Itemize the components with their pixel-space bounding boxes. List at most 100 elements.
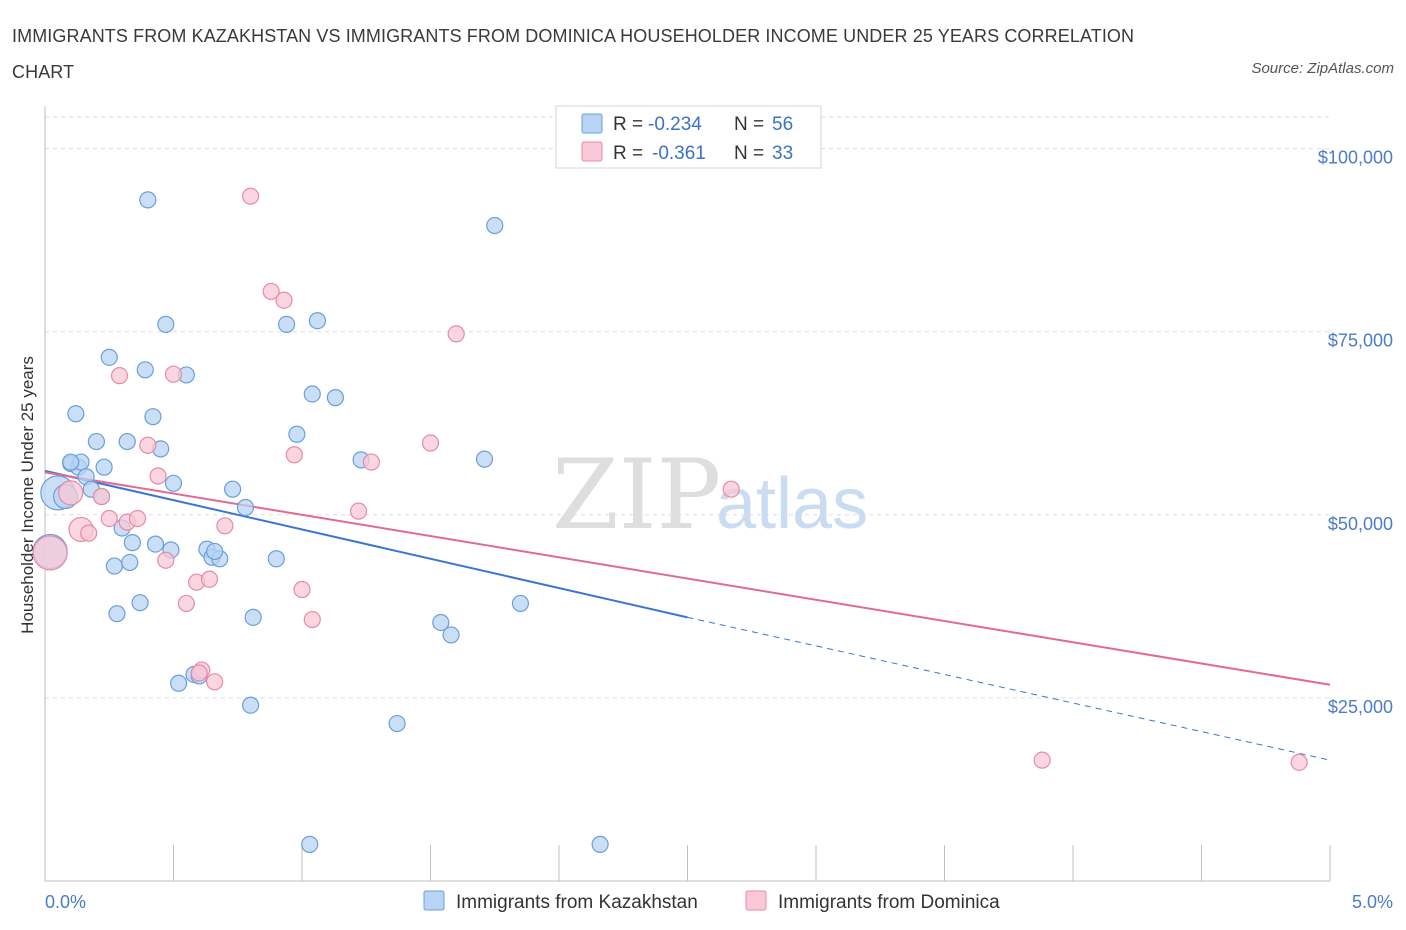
trend-line-kazakhstan-extension — [687, 616, 1331, 761]
kazakhstan-point-21 — [139, 191, 157, 209]
dominica-points — [32, 187, 1308, 771]
kazakhstan-point-22 — [144, 408, 162, 426]
kazakhstan-point-49 — [475, 450, 494, 468]
legend-n-value-dominica: 33 — [772, 143, 793, 164]
kazakhstan-point-18 — [123, 534, 141, 552]
dominica-point-25 — [349, 502, 368, 520]
legend-n-label-kazakhstan: N = — [734, 114, 764, 135]
series-swatch-dominica — [745, 890, 767, 911]
kazakhstan-point-52 — [301, 835, 319, 853]
kazakhstan-point-40 — [277, 315, 296, 333]
y-tick-labels: $25,000 $50,000 $75,000 $100,000 — [1318, 148, 1393, 717]
dominica-point-4 — [92, 487, 111, 506]
grid-lines — [45, 116, 1330, 699]
watermark-atlas: atlas — [716, 464, 868, 544]
dominica-point-9 — [139, 436, 157, 454]
kazakhstan-point-23 — [146, 535, 165, 553]
dominica-point-8 — [128, 509, 147, 528]
axes — [44, 106, 1331, 882]
series-legend: Immigrants from Kazakhstan Immigrants fr… — [423, 890, 1000, 913]
dominica-point-24 — [303, 610, 321, 629]
dominica-point-32 — [190, 664, 208, 682]
kazakhstan-point-17 — [121, 553, 139, 572]
series-label-dominica: Immigrants from Dominica — [778, 892, 1000, 913]
watermark-zip: ZIP — [552, 439, 721, 551]
legend-n-value-kazakhstan: 56 — [772, 114, 793, 135]
kazakhstan-point-14 — [108, 605, 126, 623]
y-tick-label-0: $25,000 — [1328, 697, 1393, 717]
chart-title: IMMIGRANTS FROM KAZAKHSTAN VS IMMIGRANTS… — [12, 26, 1135, 82]
trend-lines — [44, 469, 1331, 761]
kazakhstan-point-4 — [67, 405, 85, 423]
dominica-point-10 — [149, 467, 167, 485]
kazakhstan-point-27 — [164, 474, 183, 492]
dominica-point-18 — [216, 517, 234, 535]
kazakhstan-point-19 — [131, 594, 149, 612]
y-tick-label-3: $100,000 — [1318, 148, 1393, 168]
dominica-point-5 — [100, 509, 118, 528]
dominica-point-11 — [157, 551, 175, 569]
kazakhstan-point-51 — [511, 594, 530, 613]
legend-r-value-kazakhstan: -0.234 — [648, 114, 702, 135]
dominica-point-29 — [722, 480, 740, 498]
kazakhstan-point-53 — [591, 835, 609, 853]
y-tick-label-2: $75,000 — [1328, 331, 1393, 351]
legend-n-label-dominica: N = — [734, 143, 764, 164]
dominica-point-13 — [177, 594, 195, 613]
kazakhstan-point-36 — [236, 498, 255, 517]
trend-line-dominica — [44, 471, 1331, 686]
dominica-point-26 — [362, 453, 380, 471]
kazakhstan-point-37 — [242, 696, 260, 714]
kazakhstan-point-20 — [136, 361, 154, 379]
kazakhstan-point-50 — [486, 216, 504, 235]
kazakhstan-point-43 — [308, 312, 327, 330]
kazakhstan-point-38 — [244, 608, 262, 626]
correlation-legend: R = -0.234 N = 56 R = -0.361 N = 33 — [555, 105, 822, 169]
kazakhstan-point-44 — [326, 389, 345, 407]
x-tick-label-min: 0.0% — [45, 892, 86, 912]
series-label-kazakhstan: Immigrants from Kazakhstan — [456, 892, 698, 913]
dominica-point-31 — [1290, 753, 1308, 771]
kazakhstan-point-39 — [267, 550, 285, 568]
dominica-point-27 — [421, 434, 440, 452]
legend-r-label-kazakhstan: R = — [613, 114, 643, 135]
dominica-point-22 — [285, 446, 303, 464]
kazakhstan-point-11 — [95, 458, 113, 476]
kazakhstan-point-13 — [105, 557, 123, 575]
dominica-point-17 — [206, 673, 224, 691]
dominica-point-19 — [242, 187, 260, 205]
kazakhstan-point-16 — [118, 432, 136, 451]
kazakhstan-point-48 — [442, 626, 460, 644]
kazakhstan-point-9 — [87, 432, 106, 451]
kazakhstan-point-35 — [224, 480, 242, 498]
dominica-point-16 — [200, 570, 219, 588]
kazakhstan-point-28 — [170, 674, 188, 692]
dominica-point-12 — [164, 365, 183, 383]
kazakhstan-point-12 — [100, 348, 118, 366]
legend-swatch-dominica — [581, 141, 603, 162]
x-tick-label-max: 5.0% — [1352, 892, 1393, 912]
dominica-point-20 — [262, 282, 280, 301]
legend-swatch-kazakhstan — [581, 113, 603, 134]
kazakhstan-point-41 — [288, 425, 306, 443]
kazakhstan-point-42 — [303, 385, 321, 403]
legend-r-label-dominica: R = — [613, 143, 643, 164]
dominica-point-0 — [32, 535, 68, 571]
dominica-point-30 — [1033, 751, 1051, 769]
dominica-point-28 — [447, 325, 465, 343]
series-swatch-kazakhstan — [423, 890, 445, 911]
watermark: ZIP atlas — [552, 439, 868, 551]
kazakhstan-point-55 — [62, 453, 80, 471]
dominica-point-23 — [293, 580, 311, 599]
legend-r-value-dominica: -0.361 — [652, 143, 706, 164]
kazakhstan-point-47 — [432, 613, 450, 632]
y-axis-title: Householder Income Under 25 years — [18, 356, 37, 634]
source-credit: Source: ZipAtlas.com — [1251, 60, 1394, 77]
dominica-point-3 — [80, 524, 98, 542]
kazakhstan-point-54 — [206, 542, 224, 561]
dominica-point-6 — [110, 367, 129, 385]
y-tick-label-1: $50,000 — [1328, 514, 1393, 534]
kazakhstan-point-25 — [157, 315, 175, 333]
trend-line-kazakhstan — [44, 469, 688, 619]
